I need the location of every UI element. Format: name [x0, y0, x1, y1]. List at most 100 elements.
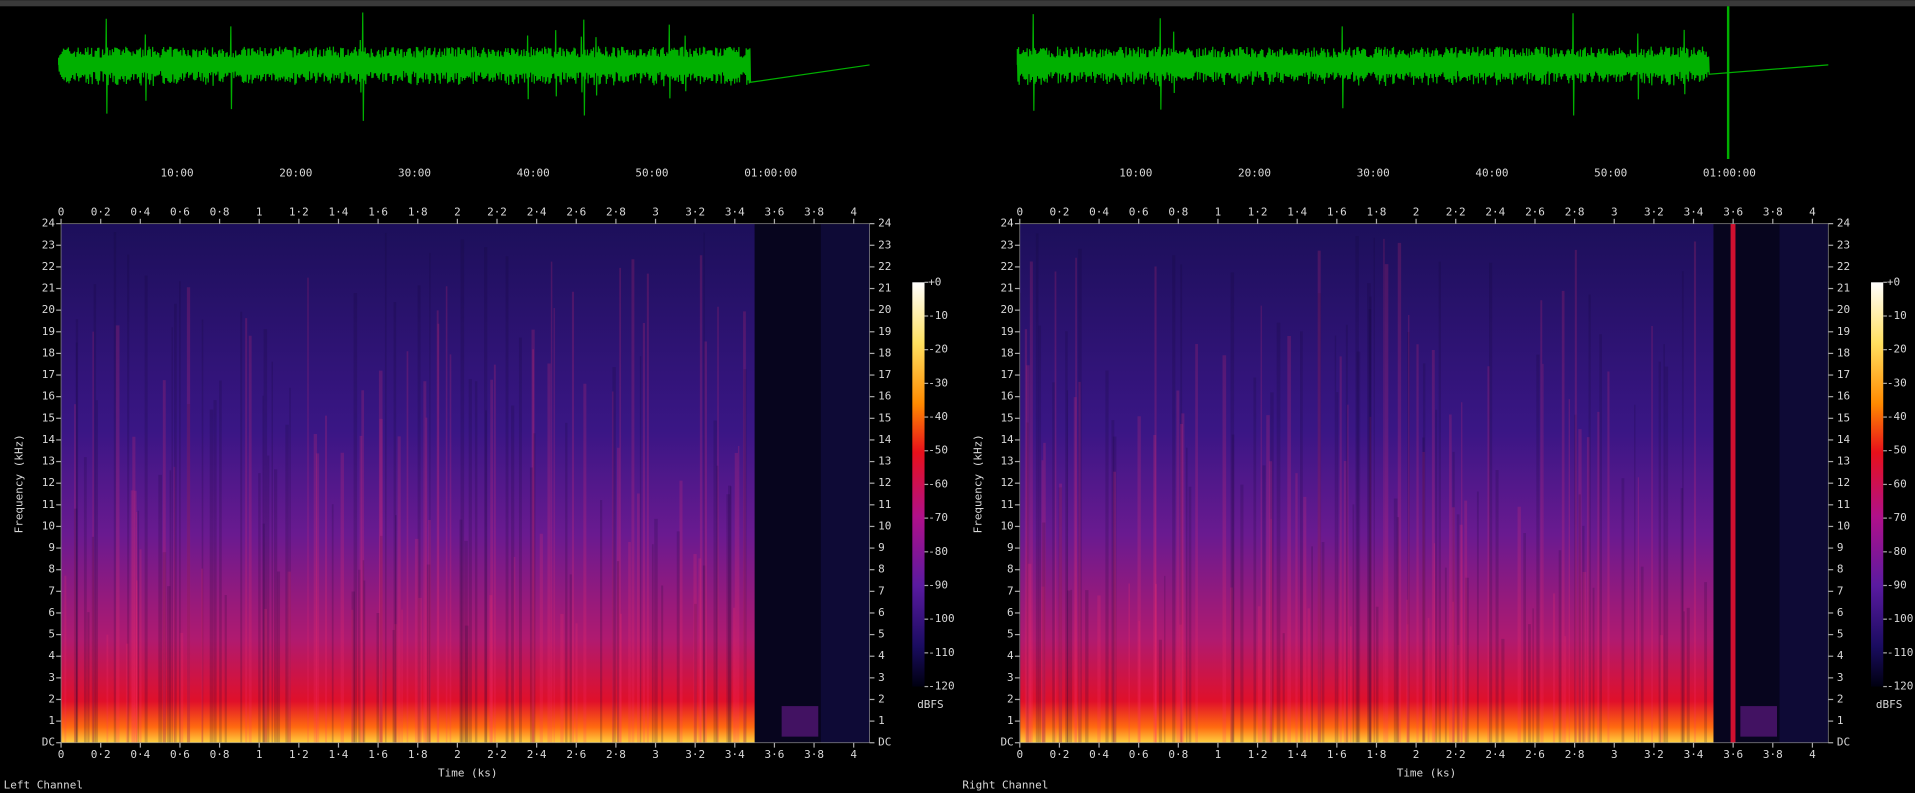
waveform-tick-label: 20:00: [279, 167, 312, 180]
x-axis-label: Time (ks): [438, 766, 498, 779]
top-bar: [0, 0, 1915, 7]
time-tick-label: 3·6: [1723, 748, 1743, 761]
time-tick-label: 3·2: [685, 748, 705, 761]
frequency-tick-label: 18: [1837, 346, 1850, 359]
spectrogram-blip: [1740, 706, 1777, 737]
time-tick-label: 1·2: [289, 206, 309, 219]
colorbar-unit: dBFS: [1876, 698, 1902, 711]
time-tick-label: 0: [58, 748, 65, 761]
frequency-tick-label: 9: [48, 541, 55, 554]
frequency-tick-label: 21: [1837, 282, 1850, 295]
frequency-tick-label: 11: [42, 498, 55, 511]
frequency-tick-label: 3: [1837, 671, 1844, 684]
frequency-tick-label: 19: [1000, 325, 1013, 338]
frequency-tick-label: 15: [1837, 411, 1850, 424]
frequency-tick-label: 5: [48, 628, 55, 641]
spectrogram: [61, 223, 755, 743]
time-tick-label: 2·8: [1565, 206, 1585, 219]
colorbar-tick-label: -10: [928, 309, 948, 322]
spectrogram-quiet: [820, 223, 870, 743]
frequency-tick-label: 3: [878, 671, 885, 684]
time-tick-label: 0: [1016, 206, 1023, 219]
frequency-tick-label: 14: [42, 433, 56, 446]
time-tick-label: 1·2: [1248, 748, 1268, 761]
frequency-tick-label: 15: [42, 411, 55, 424]
frequency-tick-label: 23: [1000, 238, 1013, 251]
frequency-tick-label: 22: [878, 260, 891, 273]
frequency-tick-label: 7: [48, 584, 55, 597]
time-tick-label: 0: [1016, 748, 1023, 761]
frequency-tick-label: 7: [1007, 584, 1014, 597]
time-tick-label: 1: [1215, 748, 1222, 761]
time-tick-label: 1·8: [1367, 748, 1387, 761]
frequency-tick-label: 12: [1837, 476, 1850, 489]
waveform-tick-label: 01:00:00: [744, 167, 797, 180]
time-tick-label: 2: [454, 748, 461, 761]
time-tick-label: 0·4: [130, 206, 150, 219]
frequency-tick-label: 12: [1000, 476, 1013, 489]
frequency-tick-label: 17: [1000, 368, 1013, 381]
frequency-tick-label: 4: [1007, 649, 1014, 662]
time-tick-label: 0·4: [130, 748, 150, 761]
colorbar-tick-label: -70: [928, 511, 948, 524]
frequency-tick-label: 21: [1000, 282, 1013, 295]
frequency-tick-label: 20: [1000, 303, 1013, 316]
channel-panel: 10:00 20:00 30:00 40:00 50:00 01:00:00 0 0 0·2 0·…: [4, 12, 955, 791]
frequency-tick-label: 10: [878, 519, 891, 532]
frequency-tick-label: 10: [1000, 519, 1013, 532]
frequency-tick-label: 23: [42, 238, 55, 251]
time-tick-label: 3: [1611, 748, 1618, 761]
frequency-tick-label: 20: [878, 303, 891, 316]
frequency-tick-label: 8: [878, 563, 885, 576]
time-tick-label: 2·8: [606, 748, 626, 761]
colorbar: [912, 282, 925, 687]
channel-label: Left Channel: [4, 778, 83, 791]
time-tick-label: 3·4: [725, 206, 745, 219]
frequency-tick-label: 11: [1000, 498, 1013, 511]
frequency-tick-label: 9: [878, 541, 885, 554]
channel-label: Right Channel: [962, 778, 1048, 791]
time-tick-label: 0·6: [170, 748, 190, 761]
frequency-tick-label: DC: [1000, 736, 1013, 749]
time-tick-label: 2: [1413, 748, 1420, 761]
time-tick-label: 2·4: [1485, 206, 1505, 219]
frequency-tick-label: 3: [1007, 671, 1014, 684]
frequency-tick-label: 16: [42, 390, 55, 403]
frequency-tick-label: 1: [1837, 714, 1844, 727]
time-tick-label: 2·6: [1525, 748, 1545, 761]
colorbar-tick-label: +0: [1887, 275, 1900, 288]
time-tick-label: 1·6: [1327, 206, 1347, 219]
waveform-tick-label: 30:00: [398, 167, 431, 180]
frequency-tick-label: 2: [878, 692, 885, 705]
time-tick-label: 2: [454, 206, 461, 219]
frequency-tick-label: 6: [1837, 606, 1844, 619]
colorbar-tick-label: -40: [928, 410, 948, 423]
time-tick-label: 2: [1413, 206, 1420, 219]
frequency-tick-label: 20: [1837, 303, 1850, 316]
colorbar-tick-label: -50: [928, 444, 948, 457]
time-tick-label: 3·4: [725, 748, 745, 761]
colorbar-unit: dBFS: [917, 698, 943, 711]
colorbar-tick-label: -30: [928, 376, 948, 389]
frequency-tick-label: 17: [42, 368, 55, 381]
frequency-tick-label: 13: [1000, 455, 1013, 468]
colorbar-tick-label: -90: [1887, 578, 1907, 591]
frequency-tick-label: 2: [1837, 692, 1844, 705]
time-tick-label: 4: [850, 206, 857, 219]
frequency-tick-label: 14: [878, 433, 892, 446]
frequency-tick-label: 7: [878, 584, 885, 597]
colorbar-tick-label: -90: [928, 578, 948, 591]
spectrogram-spike: [1730, 223, 1736, 743]
time-tick-label: 3·8: [1763, 206, 1783, 219]
spectrogram-blip: [781, 706, 819, 737]
frequency-tick-label: 24: [1837, 217, 1851, 230]
frequency-tick-label: 11: [878, 498, 891, 511]
frequency-tick-label: 9: [1837, 541, 1844, 554]
time-tick-label: 1: [1215, 206, 1222, 219]
time-tick-label: 3·2: [685, 206, 705, 219]
spectrogram-quiet: [754, 223, 821, 743]
colorbar-tick-label: -20: [928, 343, 948, 356]
frequency-tick-label: 14: [1000, 433, 1014, 446]
frequency-tick-label: 24: [1000, 217, 1014, 230]
frequency-tick-label: 18: [878, 346, 891, 359]
